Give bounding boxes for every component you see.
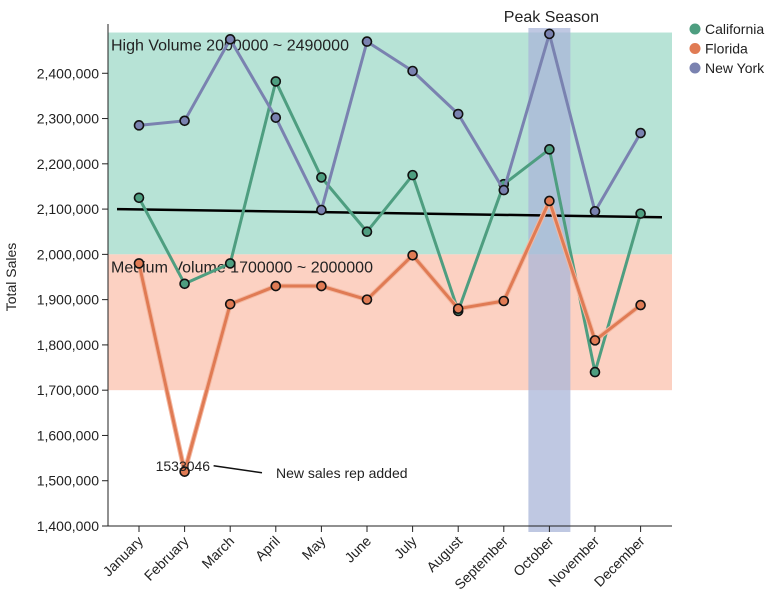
legend-label-california: California bbox=[705, 21, 764, 37]
data-point-new-york bbox=[179, 115, 190, 127]
data-point-new-york bbox=[316, 204, 327, 216]
series-layer bbox=[133, 28, 646, 477]
x-tick-label: August bbox=[423, 533, 465, 575]
data-point-new-york bbox=[498, 184, 510, 196]
data-point-california bbox=[361, 226, 373, 238]
x-tick-label: February bbox=[141, 533, 192, 584]
y-tick-label: 2,000,000 bbox=[37, 246, 99, 262]
highlight-label: Peak Season bbox=[504, 9, 599, 26]
data-point-new-york bbox=[635, 127, 646, 139]
series-line-california bbox=[137, 79, 643, 374]
band-label-high: High Volume 2000000 ~ 2490000 bbox=[111, 38, 349, 55]
y-tick-label: 1,500,000 bbox=[37, 473, 99, 489]
legend-marker-florida bbox=[689, 43, 701, 54]
data-point-california bbox=[589, 366, 601, 378]
legend: California Florida New York bbox=[689, 21, 765, 76]
y-tick-label: 1,700,000 bbox=[37, 382, 99, 398]
x-tick-label: July bbox=[391, 533, 420, 562]
y-tick-label: 1,800,000 bbox=[37, 337, 99, 353]
trend-layer bbox=[116, 207, 663, 219]
data-point-new-york bbox=[224, 34, 236, 45]
data-point-new-york bbox=[270, 112, 282, 123]
annotation-value-label: 1533046 bbox=[156, 458, 211, 474]
data-point-california bbox=[544, 144, 555, 155]
annotation-layer: 1533046 New sales rep added bbox=[156, 458, 408, 481]
data-point-new-york bbox=[407, 65, 418, 77]
data-point-new-york bbox=[544, 28, 555, 40]
band-label-medium: Medium Volume 1700000 ~ 2000000 bbox=[111, 259, 373, 276]
x-tick-label: December bbox=[591, 533, 648, 590]
trend-line bbox=[116, 207, 663, 219]
x-tick-label: June bbox=[341, 533, 374, 566]
data-point-new-york bbox=[361, 36, 373, 47]
data-point-new-york bbox=[452, 108, 464, 120]
band-high bbox=[108, 32, 672, 255]
y-tick-label: 2,100,000 bbox=[37, 201, 99, 217]
x-tick-label: May bbox=[299, 533, 329, 563]
data-point-california bbox=[270, 76, 282, 87]
data-point-florida bbox=[635, 299, 646, 311]
x-tick-label: January bbox=[100, 533, 147, 580]
series-line-florida bbox=[137, 199, 642, 474]
data-point-florida bbox=[224, 298, 236, 310]
y-tick-label: 2,400,000 bbox=[37, 65, 99, 81]
y-tick-label: 2,200,000 bbox=[37, 156, 99, 172]
data-point-california bbox=[224, 258, 236, 269]
annotation-text: New sales rep added bbox=[276, 465, 408, 481]
legend-label-florida: Florida bbox=[705, 41, 748, 57]
x-tick-label: April bbox=[252, 533, 283, 564]
data-point-california bbox=[179, 278, 190, 290]
data-point-california bbox=[407, 169, 418, 181]
data-point-florida bbox=[133, 258, 145, 269]
data-point-florida bbox=[452, 303, 464, 314]
y-tick-label: 1,600,000 bbox=[37, 427, 99, 443]
data-point-florida bbox=[407, 249, 418, 261]
x-tick-label: March bbox=[198, 533, 237, 572]
y-tick-label: 1,900,000 bbox=[37, 292, 99, 308]
data-point-new-york bbox=[133, 120, 145, 131]
data-point-florida bbox=[179, 466, 190, 477]
data-point-florida bbox=[589, 335, 601, 346]
data-point-california bbox=[133, 192, 145, 204]
data-point-california bbox=[316, 172, 327, 183]
data-point-florida bbox=[270, 280, 282, 292]
y-tick-label: 2,300,000 bbox=[37, 111, 99, 127]
data-point-florida bbox=[498, 295, 510, 307]
y-axis-title: Total Sales bbox=[3, 243, 19, 311]
highlight-layer: Peak Season bbox=[504, 9, 599, 532]
legend-marker-new-york bbox=[689, 62, 701, 74]
series-line-new-york bbox=[138, 32, 642, 213]
y-tick-label: 1,400,000 bbox=[37, 518, 99, 534]
legend-marker-california bbox=[689, 23, 701, 35]
legend-label-new-york: New York bbox=[705, 60, 765, 76]
annotation-connector bbox=[213, 465, 263, 474]
data-point-california bbox=[635, 208, 646, 219]
data-point-florida bbox=[316, 280, 327, 292]
data-point-florida bbox=[361, 294, 373, 305]
highlight-peak-season bbox=[528, 28, 571, 532]
data-point-new-york bbox=[589, 206, 601, 217]
x-tick-label: October bbox=[510, 533, 557, 580]
data-point-florida bbox=[544, 195, 555, 207]
